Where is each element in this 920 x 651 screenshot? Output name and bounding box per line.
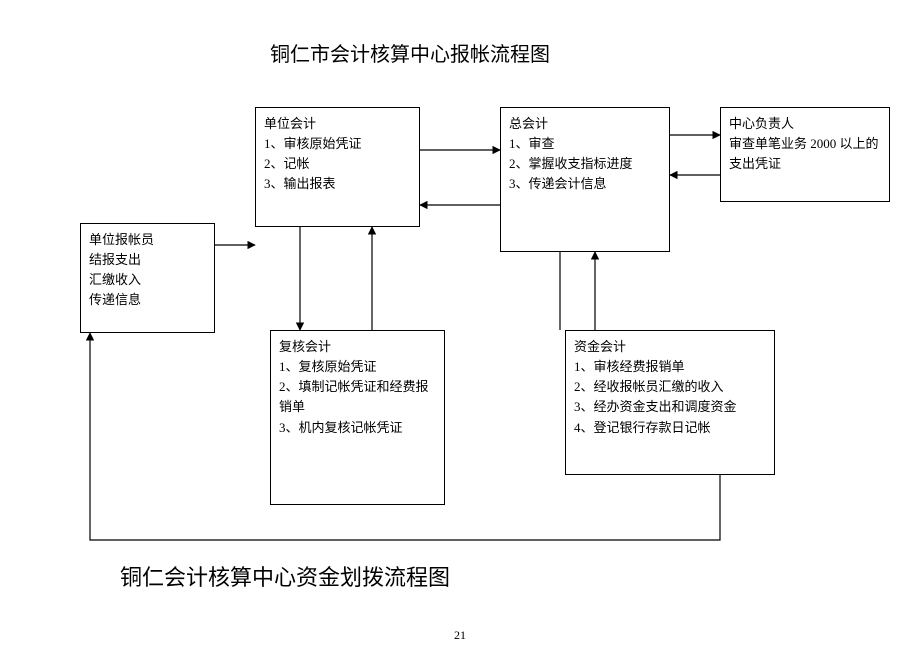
node-chief-accounting: 总会计 1、审查 2、掌握收支指标进度 3、传递会计信息 xyxy=(500,107,670,252)
flowchart-canvas: 铜仁市会计核算中心报帐流程图 铜仁会计核算中心资金划拨流程图 单位报帐员 结报支… xyxy=(0,0,920,651)
node-fund-accounting: 资金会计 1、审核经费报销单 2、经收报帐员汇缴的收入 3、经办资金支出和调度资… xyxy=(565,330,775,475)
node-heading: 中心负责人 xyxy=(729,114,881,134)
node-line: 汇缴收入 xyxy=(89,270,206,290)
node-line: 4、登记银行存款日记帐 xyxy=(574,418,766,438)
node-heading: 复核会计 xyxy=(279,337,436,357)
node-line: 2、记帐 xyxy=(264,154,411,174)
node-line: 3、传递会计信息 xyxy=(509,174,661,194)
node-line: 1、审查 xyxy=(509,134,661,154)
node-line: 2、经收报帐员汇缴的收入 xyxy=(574,377,766,397)
node-line: 3、经办资金支出和调度资金 xyxy=(574,397,766,417)
main-title: 铜仁市会计核算中心报帐流程图 xyxy=(270,38,550,67)
node-heading: 总会计 xyxy=(509,114,661,134)
node-reporter: 单位报帐员 结报支出 汇缴收入 传递信息 xyxy=(80,223,215,333)
node-heading: 单位会计 xyxy=(264,114,411,134)
node-line: 传递信息 xyxy=(89,290,206,310)
node-review-accounting: 复核会计 1、复核原始凭证 2、填制记帐凭证和经费报销单 3、机内复核记帐凭证 xyxy=(270,330,445,505)
node-line: 审查单笔业务 2000 以上的支出凭证 xyxy=(729,134,881,174)
node-heading: 资金会计 xyxy=(574,337,766,357)
node-line: 2、掌握收支指标进度 xyxy=(509,154,661,174)
node-line: 1、审核经费报销单 xyxy=(574,357,766,377)
page-number: 21 xyxy=(0,628,920,643)
node-line: 结报支出 xyxy=(89,250,206,270)
sub-title: 铜仁会计核算中心资金划拨流程图 xyxy=(120,560,450,592)
node-line: 3、机内复核记帐凭证 xyxy=(279,418,436,438)
node-line: 1、复核原始凭证 xyxy=(279,357,436,377)
node-unit-accounting: 单位会计 1、审核原始凭证 2、记帐 3、输出报表 xyxy=(255,107,420,227)
node-heading: 单位报帐员 xyxy=(89,230,206,250)
node-line: 2、填制记帐凭证和经费报销单 xyxy=(279,377,436,417)
node-line: 3、输出报表 xyxy=(264,174,411,194)
node-center-head: 中心负责人 审查单笔业务 2000 以上的支出凭证 xyxy=(720,107,890,202)
node-line: 1、审核原始凭证 xyxy=(264,134,411,154)
